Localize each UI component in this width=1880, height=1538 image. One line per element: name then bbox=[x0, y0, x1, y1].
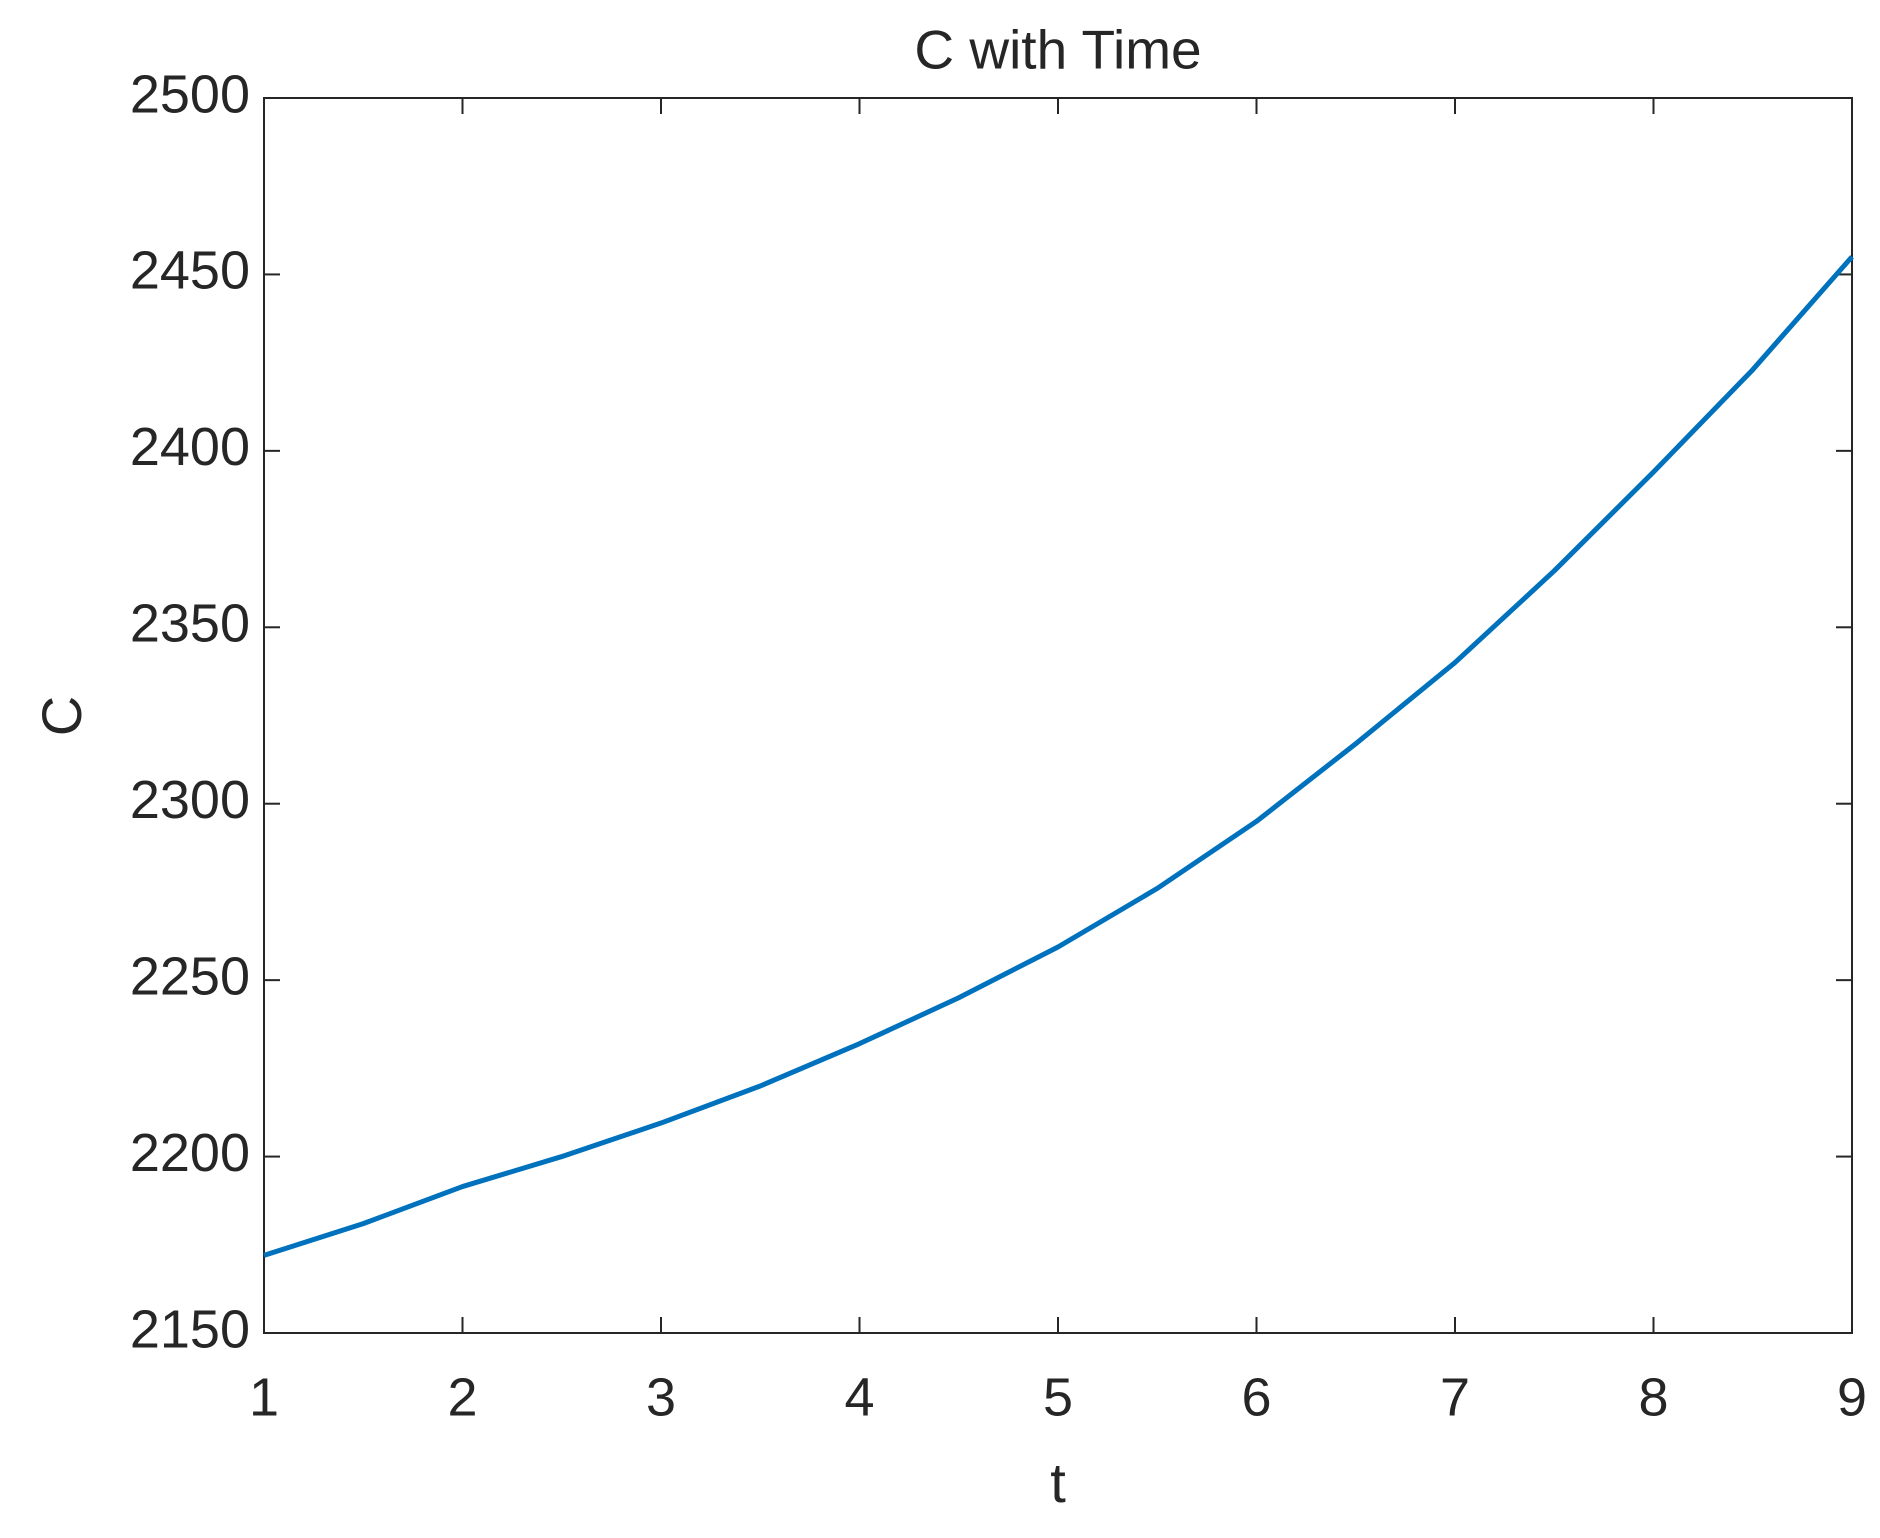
x-tick-label: 9 bbox=[1837, 1367, 1867, 1427]
y-tick-label: 2300 bbox=[130, 770, 250, 830]
y-tick-label: 2500 bbox=[130, 64, 250, 124]
x-tick-label: 7 bbox=[1440, 1367, 1470, 1427]
axes-box bbox=[263, 97, 1853, 1334]
data-line bbox=[263, 255, 1854, 1258]
x-tick-label: 5 bbox=[1043, 1367, 1073, 1427]
y-tick-label: 2350 bbox=[130, 594, 250, 654]
x-tick-label: 8 bbox=[1638, 1367, 1668, 1427]
chart-title: C with Time bbox=[914, 19, 1201, 81]
y-tick-label: 2400 bbox=[130, 417, 250, 477]
y-tick-label: 2250 bbox=[130, 946, 250, 1006]
y-axis-label: C bbox=[30, 696, 93, 736]
x-tick-label: 2 bbox=[447, 1367, 477, 1427]
y-tick-label: 2200 bbox=[130, 1123, 250, 1183]
x-tick-label: 3 bbox=[646, 1367, 676, 1427]
y-tick-label: 2150 bbox=[130, 1299, 250, 1359]
x-tick-label: 6 bbox=[1241, 1367, 1271, 1427]
x-tick-label: 1 bbox=[249, 1367, 279, 1427]
x-axis-label: t bbox=[1050, 1451, 1066, 1514]
x-tick-label: 4 bbox=[844, 1367, 874, 1427]
y-tick-label: 2450 bbox=[130, 241, 250, 301]
